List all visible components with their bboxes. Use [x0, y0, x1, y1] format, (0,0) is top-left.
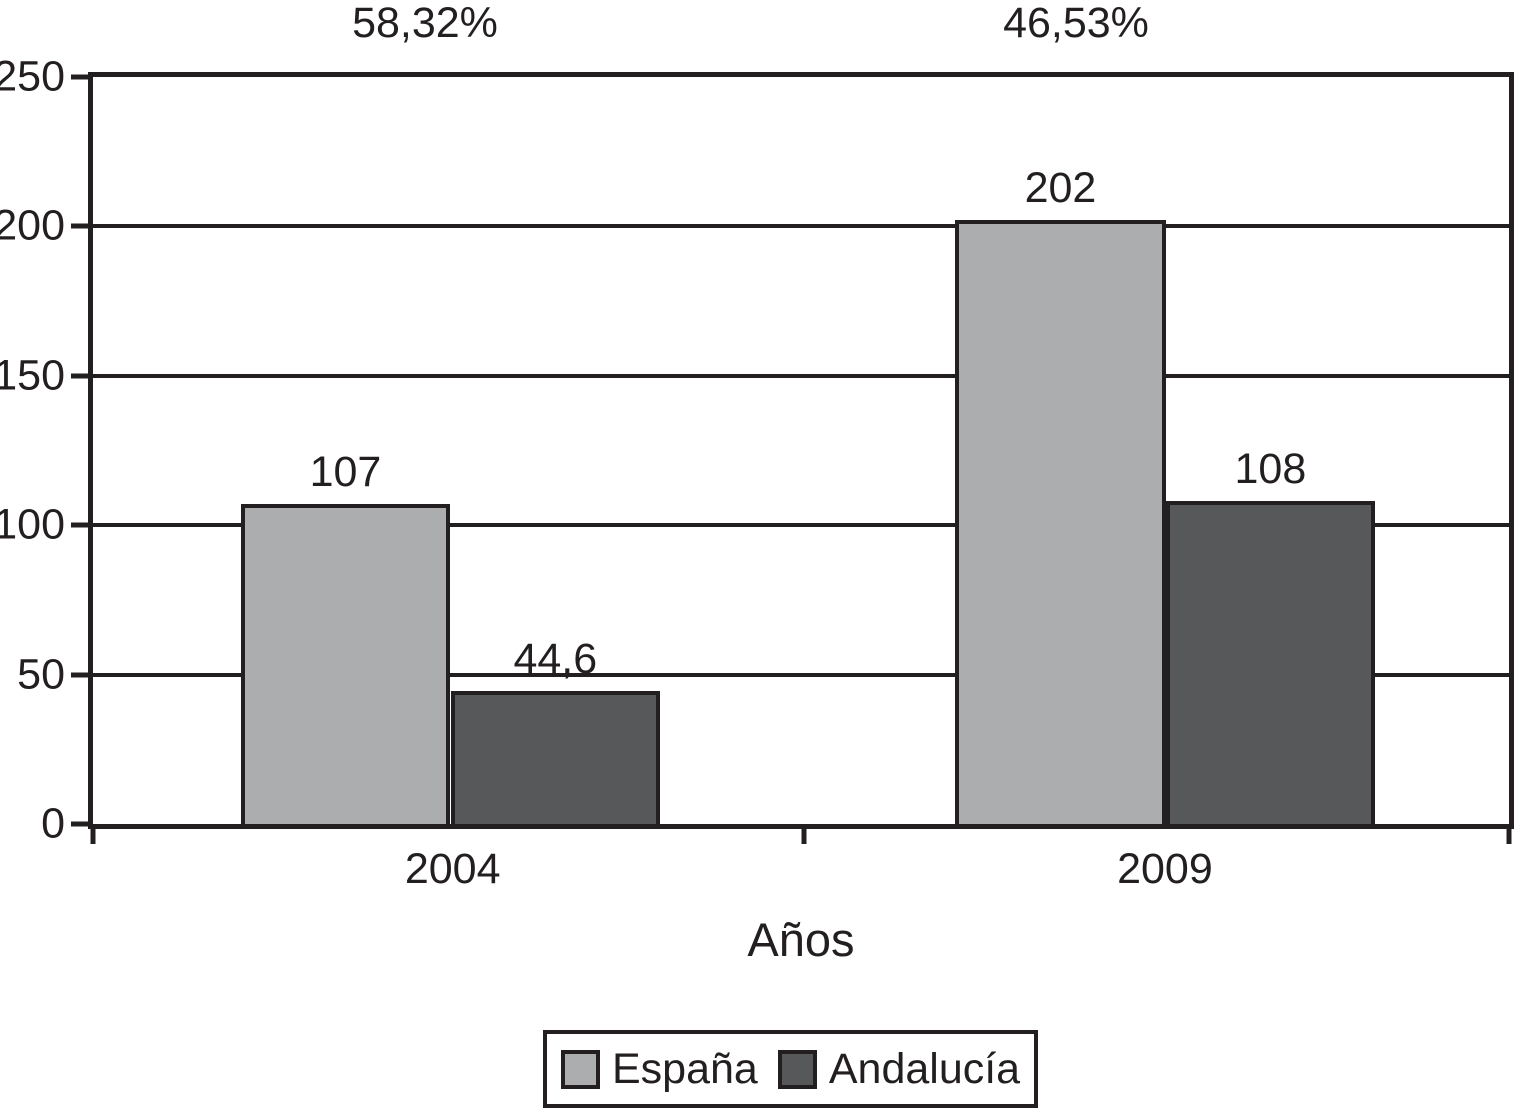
- group-percentage-annotation-2009: 46,53%: [1003, 0, 1149, 47]
- gridline-150: [93, 373, 1509, 378]
- y-axis-tick-50: [71, 672, 88, 678]
- y-axis-tick-150: [71, 373, 88, 379]
- x-category-label-2004: 2004: [404, 845, 501, 893]
- x-category-label-2009: 2009: [1117, 845, 1213, 893]
- y-axis-tick-200: [71, 223, 88, 229]
- gridline-50: [93, 672, 1509, 677]
- gridline-200: [93, 224, 1509, 229]
- y-axis-tick-100: [71, 522, 88, 528]
- y-tick-label-150: 150: [0, 351, 65, 400]
- bar-value-label-andalucía-2009: 108: [1234, 445, 1307, 494]
- bar-value-label-españa-2009: 202: [1024, 164, 1097, 213]
- legend: España Andalucía: [543, 1030, 1038, 1108]
- group-percentage-annotation-2004: 58,32%: [352, 0, 498, 47]
- x-axis-tick-left: [90, 829, 96, 844]
- y-axis-tick-250: [71, 74, 88, 80]
- y-tick-label-100: 100: [0, 500, 65, 549]
- plot-area: 250 200 150 100 50 0 107 202 44,6 108 2004 2009 …: [0, 55, 1514, 963]
- bar-value-label-andalucía-2004: 44,6: [513, 634, 598, 683]
- x-axis-tick-middle: [801, 829, 807, 844]
- legend-label-andalucía: Andalucía: [828, 1044, 1021, 1093]
- bar-andalucía-2004: [450, 690, 661, 824]
- legend-item-españa: España: [561, 1044, 758, 1093]
- bar-andalucía-2009: [1165, 501, 1376, 824]
- x-axis-tick-right: [1506, 829, 1512, 844]
- y-axis-tick-0: [71, 821, 88, 827]
- bar-españa-2009: [955, 220, 1166, 824]
- legend-swatch-andalucía: [777, 1049, 817, 1089]
- bar-españa-2004: [240, 504, 450, 824]
- y-tick-label-50: 50: [17, 650, 65, 699]
- x-axis-title: Años: [747, 913, 855, 966]
- y-tick-label-0: 0: [41, 799, 65, 848]
- y-tick-label-250: 250: [0, 52, 65, 101]
- legend-swatch-españa: [561, 1049, 600, 1089]
- gridline-100: [93, 523, 1509, 528]
- legend-label-españa: España: [612, 1044, 758, 1093]
- bar-value-label-españa-2004: 107: [309, 448, 382, 497]
- y-tick-label-200: 200: [0, 201, 65, 250]
- legend-item-andalucía: Andalucía: [777, 1044, 1021, 1093]
